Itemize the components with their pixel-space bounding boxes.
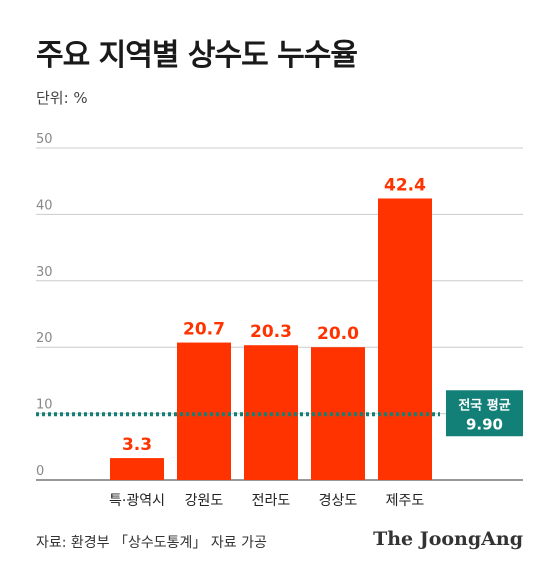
- value-label: 20.7: [183, 320, 225, 340]
- brand-logo: The JoongAng: [373, 528, 523, 550]
- value-label: 3.3: [122, 435, 152, 455]
- value-label: 42.4: [384, 175, 426, 195]
- value-label: 20.0: [317, 324, 359, 344]
- value-label: 20.3: [250, 322, 292, 342]
- chart-title: 주요 지역별 상수도 누수율: [36, 38, 358, 73]
- y-tick-label: 30: [36, 265, 53, 280]
- category-label: 제주도: [386, 493, 425, 509]
- category-label: 전라도: [252, 493, 291, 509]
- y-tick-label: 50: [36, 132, 53, 147]
- bar-0: [110, 458, 164, 480]
- bar-4: [378, 198, 432, 481]
- category-label: 경상도: [319, 493, 358, 509]
- y-tick-label: 0: [36, 464, 44, 479]
- source-note: 자료: 환경부 「상수도통계」 자료 가공: [36, 535, 267, 551]
- average-value: 9.90: [466, 415, 503, 433]
- y-tick-label: 10: [36, 398, 53, 413]
- y-tick-label: 40: [36, 198, 53, 213]
- category-label: 강원도: [185, 493, 224, 509]
- y-tick-label: 20: [36, 331, 53, 346]
- average-label: 전국 평균: [458, 397, 510, 413]
- category-label: 특·광역시: [109, 493, 165, 509]
- average-badge: [446, 390, 523, 437]
- unit-label: 단위: %: [36, 89, 88, 107]
- bar-1: [177, 342, 231, 480]
